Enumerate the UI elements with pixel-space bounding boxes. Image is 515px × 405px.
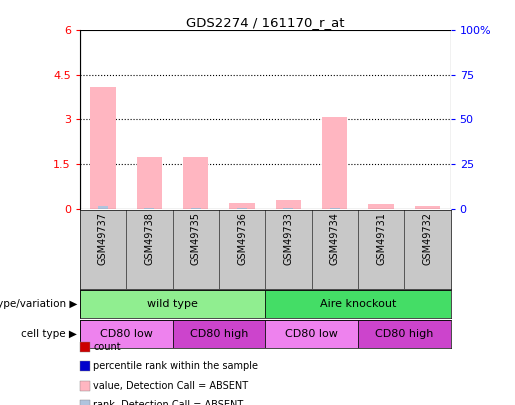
Text: value, Detection Call = ABSENT: value, Detection Call = ABSENT — [93, 381, 248, 390]
Text: GSM49734: GSM49734 — [330, 212, 340, 265]
Bar — [415, 206, 440, 209]
Text: count: count — [93, 342, 121, 352]
Bar — [229, 202, 255, 209]
Text: GSM49732: GSM49732 — [422, 212, 433, 265]
Text: GSM49736: GSM49736 — [237, 212, 247, 265]
Bar — [276, 200, 301, 209]
Bar — [265, 320, 358, 348]
Text: GSM49737: GSM49737 — [98, 212, 108, 265]
Bar — [358, 320, 451, 348]
Text: GSM49733: GSM49733 — [283, 212, 294, 265]
Text: wild type: wild type — [147, 299, 198, 309]
Title: GDS2274 / 161170_r_at: GDS2274 / 161170_r_at — [186, 16, 345, 29]
Bar — [98, 206, 108, 209]
Text: CD80 low: CD80 low — [285, 329, 338, 339]
Bar — [265, 290, 451, 318]
Bar — [80, 320, 173, 348]
Text: GSM49735: GSM49735 — [191, 212, 201, 265]
Bar — [136, 157, 162, 209]
Text: GSM49738: GSM49738 — [144, 212, 154, 265]
Text: genotype/variation ▶: genotype/variation ▶ — [0, 299, 77, 309]
Text: CD80 high: CD80 high — [375, 329, 434, 339]
Text: percentile rank within the sample: percentile rank within the sample — [93, 361, 258, 371]
Bar — [173, 320, 265, 348]
Text: GSM49731: GSM49731 — [376, 212, 386, 265]
Bar — [80, 30, 451, 209]
Bar — [90, 87, 116, 209]
Text: Aire knockout: Aire knockout — [320, 299, 396, 309]
Text: rank, Detection Call = ABSENT: rank, Detection Call = ABSENT — [93, 400, 244, 405]
Bar — [368, 204, 394, 209]
Bar — [330, 208, 340, 209]
Bar — [322, 117, 348, 209]
Text: CD80 high: CD80 high — [190, 329, 248, 339]
Text: CD80 low: CD80 low — [100, 329, 152, 339]
Bar — [183, 157, 209, 209]
Text: cell type ▶: cell type ▶ — [22, 329, 77, 339]
Bar — [80, 290, 265, 318]
